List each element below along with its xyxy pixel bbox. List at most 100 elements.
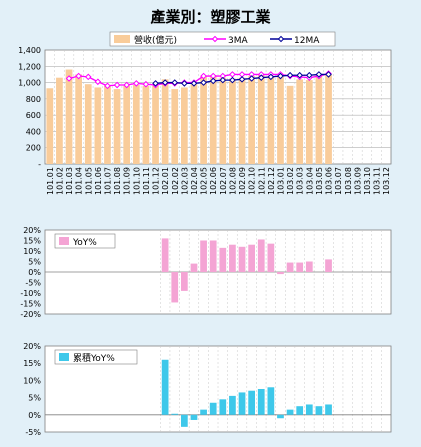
x-tick-label: 101.12 bbox=[152, 167, 161, 195]
bar-102.02 bbox=[171, 413, 179, 415]
x-tick-label: 101.05 bbox=[84, 167, 93, 195]
x-tick-label: 102.02 bbox=[171, 167, 180, 195]
y-tick-label: 800 bbox=[26, 95, 41, 104]
bar-101.08 bbox=[113, 89, 121, 164]
x-tick-label: 103.06 bbox=[325, 167, 334, 195]
bar-101.03 bbox=[65, 69, 73, 164]
bar-102.08 bbox=[229, 395, 236, 415]
bar-102.08 bbox=[229, 78, 236, 164]
marker-12MA-103.05 bbox=[315, 71, 323, 78]
bar-101.05 bbox=[84, 84, 92, 164]
marker-12MA-102.02 bbox=[171, 79, 179, 86]
x-tick-label: 102.12 bbox=[267, 167, 276, 195]
bar-102.09 bbox=[238, 392, 246, 415]
y-tick-label: 1,000 bbox=[18, 79, 41, 88]
bar-101.01 bbox=[46, 88, 54, 164]
y-tick-label: 15% bbox=[23, 359, 41, 368]
bar-102.10 bbox=[248, 244, 256, 272]
bar-102.02 bbox=[171, 89, 179, 164]
x-tick-label: 103.08 bbox=[344, 167, 353, 195]
legend: YoY% bbox=[54, 233, 116, 249]
bar-101.10 bbox=[132, 85, 140, 164]
marker-12MA-103.01 bbox=[277, 72, 284, 80]
bar-102.09 bbox=[238, 77, 246, 164]
bar-102.05 bbox=[200, 76, 207, 164]
y-tick-label: - bbox=[38, 160, 41, 169]
bar-102.03 bbox=[180, 87, 188, 164]
marker-12MA-102.04 bbox=[190, 80, 198, 87]
legend-swatch bbox=[59, 237, 69, 245]
bar-102.07 bbox=[219, 77, 227, 164]
legend-marker bbox=[211, 35, 219, 43]
bar-102.11 bbox=[257, 74, 265, 164]
y-tick-label: 10% bbox=[23, 247, 41, 256]
marker-3MA-101.11 bbox=[142, 80, 150, 88]
bar-102.12 bbox=[267, 243, 275, 272]
bar-103.02 bbox=[286, 85, 294, 164]
y-tick-label: 0% bbox=[28, 268, 41, 277]
x-tick-label: 101.10 bbox=[132, 167, 141, 195]
chart-title: 產業別：塑膠工業 bbox=[150, 8, 271, 26]
y-tick-label: 20% bbox=[23, 226, 41, 235]
legend-label: 12MA bbox=[294, 36, 320, 46]
x-tick-label: 103.05 bbox=[315, 167, 324, 195]
marker-3MA-101.03 bbox=[65, 75, 73, 82]
bar-103.06 bbox=[325, 74, 332, 164]
bar-101.04 bbox=[75, 74, 83, 164]
marker-12MA-101.12 bbox=[152, 80, 159, 87]
bar-102.12 bbox=[267, 387, 275, 415]
marker-12MA-102.10 bbox=[248, 75, 255, 82]
marker-12MA-103.03 bbox=[296, 71, 304, 79]
legend-label: YoY% bbox=[72, 238, 97, 248]
bar-102.05 bbox=[200, 409, 207, 415]
marker-12MA-102.01 bbox=[161, 79, 169, 86]
bar-102.08 bbox=[229, 244, 236, 272]
y-tick-label: -15% bbox=[20, 300, 41, 309]
bar-103.04 bbox=[305, 261, 313, 272]
legend-swatch bbox=[114, 35, 130, 43]
bar-102.12 bbox=[267, 76, 275, 164]
y-tick-label: -5% bbox=[25, 428, 41, 437]
bar-101.06 bbox=[94, 87, 102, 164]
x-tick-label: 101.02 bbox=[55, 167, 64, 195]
bar-103.02 bbox=[286, 409, 294, 415]
bar-102.06 bbox=[209, 240, 217, 272]
marker-12MA-102.12 bbox=[267, 73, 275, 81]
legend: 累積YoY% bbox=[54, 349, 138, 365]
x-tick-label: 102.09 bbox=[238, 167, 247, 195]
marker-3MA-102.05 bbox=[200, 72, 207, 80]
bar-102.04 bbox=[190, 84, 198, 164]
y-tick-label: 20% bbox=[23, 342, 41, 351]
bar-102.01 bbox=[161, 238, 169, 272]
x-tick-label: 101.09 bbox=[123, 167, 132, 195]
marker-12MA-103.02 bbox=[286, 71, 294, 79]
bar-102.01 bbox=[161, 79, 169, 164]
bar-102.09 bbox=[238, 246, 246, 272]
y-tick-label: 1,200 bbox=[18, 62, 41, 71]
bar-102.04 bbox=[190, 414, 198, 420]
x-tick-label: 102.10 bbox=[248, 167, 257, 195]
bar-103.04 bbox=[305, 404, 313, 415]
y-tick-label: -10% bbox=[20, 289, 41, 298]
y-tick-label: 600 bbox=[26, 111, 41, 120]
x-tick-label: 102.07 bbox=[219, 167, 228, 195]
bar-103.01 bbox=[277, 414, 284, 419]
bar-103.03 bbox=[296, 406, 304, 415]
x-tick-label: 102.11 bbox=[257, 167, 266, 195]
marker-12MA-102.09 bbox=[238, 76, 246, 83]
bar-101.11 bbox=[142, 85, 150, 164]
x-tick-label: 101.08 bbox=[113, 167, 122, 195]
legend-swatch bbox=[59, 353, 69, 361]
marker-3MA-101.09 bbox=[123, 81, 131, 89]
legend-label: 營收(億元) bbox=[134, 34, 177, 46]
x-tick-label: 102.05 bbox=[200, 167, 209, 195]
legend: 營收(億元) 3MA 12MA bbox=[109, 31, 336, 47]
marker-12MA-102.07 bbox=[219, 76, 227, 84]
bar-102.03 bbox=[180, 414, 188, 427]
marker-3MA-101.04 bbox=[75, 72, 82, 80]
x-tick-label: 101.01 bbox=[46, 167, 55, 195]
x-tick-label: 103.07 bbox=[334, 167, 343, 195]
x-tick-label: 102.03 bbox=[180, 167, 189, 195]
x-tick-label: 103.12 bbox=[382, 167, 391, 195]
